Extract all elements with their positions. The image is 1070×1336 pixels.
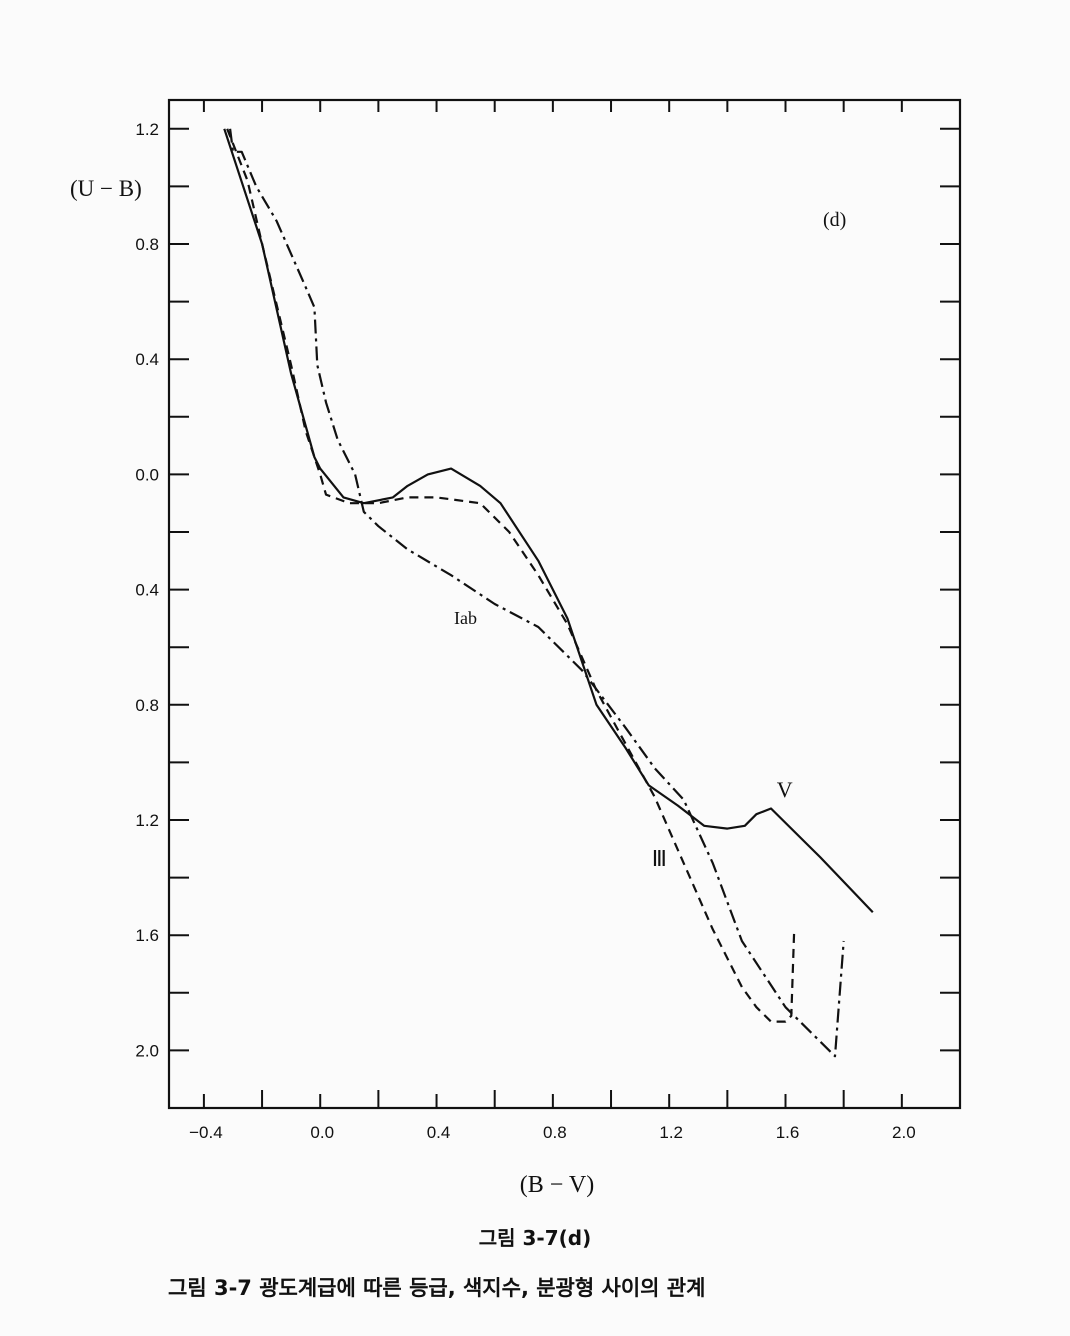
- y-tick-label: 0.8: [135, 235, 159, 254]
- series-label-v: V: [777, 777, 793, 802]
- x-tick-label: 0.4: [427, 1123, 451, 1142]
- plot-frame: [167, 98, 962, 1110]
- x-axis-label: (B − V): [520, 1172, 594, 1198]
- series-lines: [223, 128, 874, 1058]
- x-axis-ticks: −0.4 0.0 0.4 0.8 1.2 1.6 2.0: [189, 100, 916, 1142]
- y-tick-label: 1.2: [135, 811, 159, 830]
- series-line-iii: [226, 128, 796, 1023]
- x-tick-label: 0.8: [543, 1123, 567, 1142]
- x-tick-label: 1.6: [776, 1123, 800, 1142]
- x-tick-label: 0.0: [310, 1123, 334, 1142]
- series-label-iii: Ⅲ: [652, 846, 667, 871]
- series-line-v: [223, 128, 874, 913]
- series-line-iab: [229, 128, 845, 1058]
- x-tick-label: 2.0: [892, 1123, 916, 1142]
- x-tick-label: −0.4: [189, 1123, 223, 1142]
- x-tick-label: 1.2: [659, 1123, 683, 1142]
- figure-label: 그림 3-7(d): [478, 1226, 592, 1250]
- y-tick-label: 0.8: [135, 696, 159, 715]
- figure-caption: 그림 3-7 광도계급에 따른 등급, 색지수, 분광형 사이의 관계: [168, 1276, 706, 1300]
- y-tick-label: 0.4: [135, 350, 159, 369]
- y-tick-label: 2.0: [135, 1041, 159, 1060]
- series-label-iab: Iab: [454, 608, 477, 628]
- y-tick-label: 0.4: [135, 581, 159, 600]
- y-tick-label: 0.0: [135, 465, 159, 484]
- panel-label: (d): [823, 209, 846, 231]
- y-axis-label: (U − B): [70, 176, 142, 201]
- y-tick-label: 1.2: [135, 120, 159, 139]
- y-axis-ticks: 1.2 0.8 0.4 0.0 0.4 0.8 1.2 1.6 2.0: [135, 120, 960, 1060]
- y-tick-label: 1.6: [135, 926, 159, 945]
